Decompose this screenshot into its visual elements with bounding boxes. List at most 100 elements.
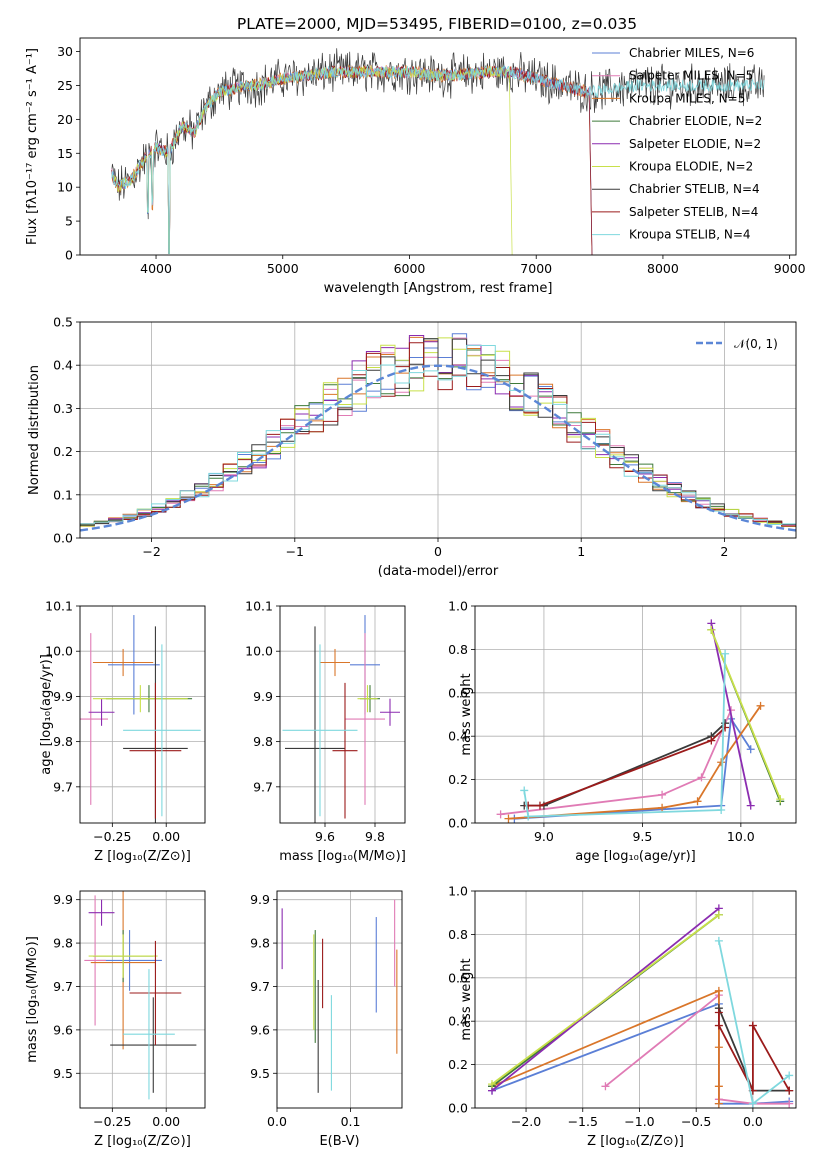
- chab-miles-marker: [746, 745, 755, 754]
- x-tick-label: −1.5: [568, 1114, 598, 1129]
- y-tick-label: 0.2: [53, 444, 73, 459]
- krou-miles-marker: [714, 1082, 723, 1091]
- residual-histogram-panel: −2 −1 0 1 2 0.0 0.1 0.2 0.3 0.4 0.5 (data-model)/er…: [27, 315, 797, 579]
- salp-stelib-marker: [785, 1086, 794, 1095]
- normal-curve: [80, 364, 796, 532]
- legend-label: Chabrier STELIB, N=4: [629, 182, 760, 196]
- y-tick-label: 0.5: [53, 315, 73, 330]
- x-tick-label: 6000: [394, 261, 426, 276]
- salp-stelib-spectrum: [111, 65, 593, 255]
- x-tick-label: −1: [286, 544, 304, 559]
- chab-stelib-line: [524, 722, 726, 807]
- y-tick-label: 9.8: [253, 734, 273, 749]
- y-tick-label: 10.0: [245, 644, 273, 659]
- error-bars: [281, 899, 398, 1093]
- y-tick-label: 10.1: [245, 599, 273, 614]
- plot-frame: [474, 890, 797, 1109]
- y-tick-label: 9.8: [53, 734, 73, 749]
- error-bars: [80, 615, 201, 823]
- legend-label: Kroupa MILES, N=5: [629, 91, 745, 105]
- salp-stelib-marker: [535, 801, 544, 810]
- chab-stelib-histogram: [80, 338, 796, 526]
- y-tick-label: 1.0: [448, 884, 468, 899]
- krou-elodie-marker: [488, 1080, 497, 1089]
- salp-stelib-marker: [524, 801, 533, 810]
- y-tick-label: 9.9: [250, 892, 270, 907]
- mass-vs-metallicity-panel: −0.25 0.00 9.5 9.6 9.7 9.8 9.9 Z [log₁₀(Z/Z⊙)] m…: [25, 890, 206, 1149]
- krou-elodie-marker: [707, 625, 716, 634]
- y-tick-label: 0.8: [448, 642, 468, 657]
- y-tick-label: 9.9: [53, 892, 73, 907]
- y-tick-label: 15: [57, 146, 73, 161]
- plot-frame: [79, 321, 797, 539]
- legend-label: 𝒩(0, 1): [734, 337, 778, 351]
- krou-elodie-marker: [776, 795, 785, 804]
- error-bars: [282, 615, 400, 823]
- krou-stelib-marker: [717, 805, 726, 814]
- y-tick-label: 10: [57, 180, 73, 195]
- y-tick-label: 0.0: [448, 1101, 468, 1116]
- krou-stelib-line: [523, 653, 726, 818]
- y-tick-label: 20: [57, 112, 73, 127]
- y-tick-label: 0.6: [448, 685, 468, 700]
- plot-frame: [79, 890, 206, 1109]
- age-vs-metallicity-panel: −0.25 0.00 9.7 9.8 9.9 10.0 10.1 Z [log₁₀(Z/Z⊙)…: [39, 599, 206, 864]
- legend-label: Kroupa ELODIE, N=2: [629, 160, 753, 174]
- spectrum-lines: [111, 48, 765, 255]
- salp-miles-marker: [496, 810, 505, 819]
- salp-miles-marker: [697, 773, 706, 782]
- salp-stelib-marker: [748, 1021, 757, 1030]
- y-tick-label: 9.6: [53, 1022, 73, 1037]
- spectrum-panel: 4000 5000 6000 7000 8000 9000 0 5 10 15 20 25 30 wave…: [25, 15, 806, 296]
- y-axis-label: age [log₁₀(age/yr)]: [39, 654, 54, 775]
- y-tick-label: 0.0: [448, 816, 468, 831]
- y-tick-label: 0.2: [448, 1057, 468, 1072]
- x-tick-label: −0.25: [93, 1114, 131, 1129]
- x-tick-label: −0.5: [681, 1114, 711, 1129]
- x-axis-label: (data-model)/error: [378, 564, 499, 579]
- x-tick-label: 0.0: [267, 1114, 287, 1129]
- y-tick-label: 9.7: [53, 779, 73, 794]
- y-tick-label: 1.0: [448, 599, 468, 614]
- grid-lines: [280, 605, 405, 823]
- krou-stelib-marker: [721, 649, 730, 658]
- x-tick-label: −2.0: [511, 1114, 541, 1129]
- y-tick-label: 0.4: [448, 1014, 468, 1029]
- y-tick-label: 0.3: [53, 401, 73, 416]
- salp-miles-marker: [601, 1082, 610, 1091]
- x-tick-label: 5000: [267, 261, 299, 276]
- krou-miles-marker: [714, 1099, 723, 1108]
- chart-title: PLATE=2000, MJD=53495, FIBERID=0100, z=0…: [237, 15, 637, 33]
- plot-frame: [474, 605, 797, 824]
- legend: Chabrier MILES, N=6 Salpeter MILES, N=5 Kr…: [592, 46, 762, 242]
- x-tick-label: 9.0: [534, 829, 554, 844]
- x-tick-label: 8000: [647, 261, 679, 276]
- salp-elodie-marker: [746, 801, 755, 810]
- mass-vs-ebv-panel: 0.0 0.1 9.5 9.6 9.7 9.8 9.9 E(B-V): [250, 890, 403, 1149]
- x-axis-label: Z [log₁₀(Z/Z⊙)]: [94, 1134, 191, 1149]
- y-axis-label: mass [log₁₀(M/M⊙)]: [25, 936, 40, 1063]
- x-tick-label: −1.0: [624, 1114, 654, 1129]
- weight-lines: [496, 619, 785, 823]
- y-tick-label: 9.9: [53, 689, 73, 704]
- grid-lines: [80, 891, 205, 1108]
- x-tick-label: 4000: [140, 261, 172, 276]
- chab-stelib-line: [718, 1007, 790, 1092]
- y-axis-label: mass weight: [459, 673, 474, 755]
- salp-miles-marker: [658, 790, 667, 799]
- krou-miles-marker: [714, 1043, 723, 1052]
- legend: 𝒩(0, 1): [696, 337, 778, 351]
- x-axis-label: E(B-V): [319, 1134, 359, 1149]
- y-tick-label: 9.7: [253, 779, 273, 794]
- error-bars: [84, 891, 197, 1100]
- krou-stelib-spectrum: [111, 65, 765, 254]
- y-axis-label: mass weight: [459, 958, 474, 1040]
- krou-stelib-histogram: [80, 344, 796, 525]
- salp-stelib-marker: [707, 736, 716, 745]
- weight-vs-metallicity-panel: −2.0 −1.5 −1.0 −0.5 0.0 0.0 0.2 0.4 0.6 0.8 1.0 Z […: [448, 884, 797, 1149]
- y-tick-label: 0.1: [53, 487, 73, 502]
- salp-miles-line: [500, 709, 732, 816]
- y-tick-label: 9.8: [250, 936, 270, 951]
- krou-miles-marker: [717, 758, 726, 767]
- krou-elodie-marker: [714, 910, 723, 919]
